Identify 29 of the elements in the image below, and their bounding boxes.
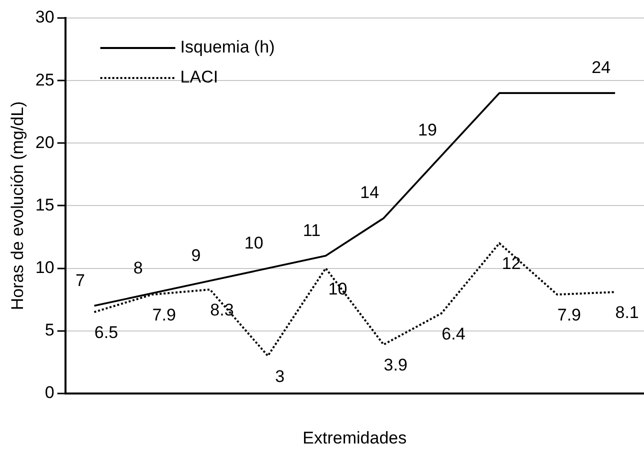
- data-label: 8: [133, 258, 143, 278]
- data-label: 3.9: [384, 356, 408, 375]
- y-tick-label: 5: [44, 320, 54, 340]
- data-label: 7: [76, 270, 85, 290]
- data-label: 9: [191, 246, 201, 265]
- y-axis-title: Horas de evolución (mg/dL): [8, 101, 27, 310]
- y-tick-label: 25: [35, 70, 54, 90]
- data-label: 8.1: [615, 303, 639, 322]
- x-axis-title: Extremidades: [302, 428, 407, 448]
- data-label: 7.9: [152, 306, 176, 325]
- y-tick-label: 15: [35, 195, 54, 214]
- data-label: 24: [592, 58, 611, 78]
- data-label: 10: [244, 233, 264, 252]
- legend-label: Isquemia (h): [180, 38, 275, 57]
- y-tick-label: 0: [44, 383, 54, 402]
- legend-label: LACI: [180, 68, 218, 87]
- data-label: 6.5: [94, 323, 118, 342]
- data-label: 19: [418, 120, 437, 140]
- data-label: 6.4: [442, 324, 466, 344]
- data-label: 7.9: [557, 306, 582, 325]
- data-label: 12: [502, 254, 521, 274]
- y-tick-label: 10: [35, 258, 54, 277]
- data-label: 10: [328, 279, 348, 298]
- data-label: 3: [275, 366, 285, 386]
- y-tick-label: 30: [35, 8, 54, 27]
- data-label: 14: [360, 183, 380, 202]
- data-label: 11: [302, 220, 321, 240]
- y-tick-label: 20: [35, 132, 54, 152]
- data-label: 8.3: [210, 300, 234, 320]
